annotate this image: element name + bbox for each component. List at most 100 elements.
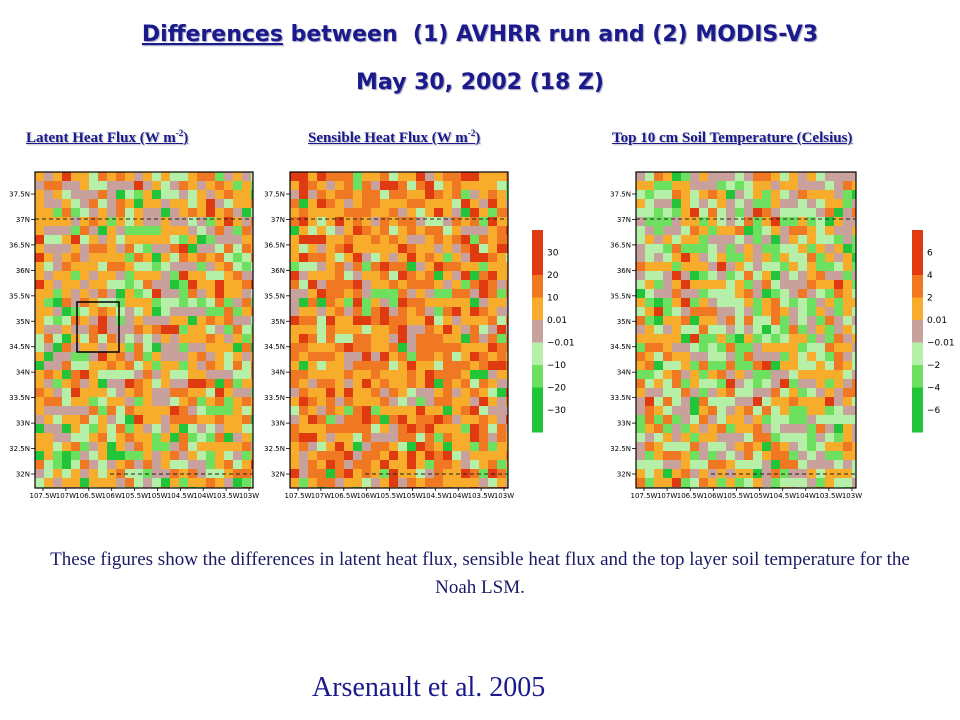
heatmap-cell <box>717 415 726 424</box>
heatmap-cell <box>290 208 299 217</box>
heatmap-cell <box>89 244 98 253</box>
heatmap-panel-3: 37.5N37N36.5N36N35.5N35N34.5N34N33.5N33N… <box>610 171 862 500</box>
heatmap-cell <box>753 190 762 199</box>
heatmap-cell <box>825 199 834 208</box>
heatmap-cell <box>161 190 170 199</box>
heatmap-cell <box>35 172 44 181</box>
heatmap-cell <box>371 190 380 199</box>
heatmap-cell <box>663 415 672 424</box>
heatmap-cell <box>290 190 299 199</box>
heatmap-cell <box>335 388 344 397</box>
heatmap-cell <box>389 478 398 487</box>
heatmap-cell <box>690 298 699 307</box>
y-tick-label: 32.5N <box>610 445 631 453</box>
heatmap-cell <box>443 208 452 217</box>
heatmap-cell <box>852 271 856 280</box>
heatmap-cell <box>299 415 308 424</box>
heatmap-cell <box>44 334 53 343</box>
heatmap-cell <box>389 217 398 226</box>
heatmap-cell <box>672 397 681 406</box>
heatmap-cell <box>53 172 62 181</box>
heatmap-cell <box>179 478 188 487</box>
heatmap-cell <box>125 262 134 271</box>
heatmap-cell <box>362 316 371 325</box>
heatmap-cell <box>152 235 161 244</box>
heatmap-cell <box>672 406 681 415</box>
heatmap-cell <box>215 424 224 433</box>
heatmap-cell <box>672 460 681 469</box>
heatmap-cell <box>353 433 362 442</box>
heatmap-cell <box>215 406 224 415</box>
heatmap-cell <box>206 325 215 334</box>
heatmap-cell <box>416 289 425 298</box>
heatmap-cell <box>425 451 434 460</box>
heatmap-cell <box>89 370 98 379</box>
heatmap-cell <box>188 208 197 217</box>
heatmap-cell <box>443 289 452 298</box>
heatmap-cell <box>816 388 825 397</box>
heatmap-cell <box>290 199 299 208</box>
heatmap-cell <box>497 361 506 370</box>
heatmap-cell <box>663 451 672 460</box>
heatmap-cell <box>161 433 170 442</box>
heatmap-cell <box>317 343 326 352</box>
heatmap-cell <box>398 235 407 244</box>
heatmap-cell <box>479 460 488 469</box>
heatmap-cell <box>717 406 726 415</box>
heatmap-cell <box>161 172 170 181</box>
heatmap-cell <box>353 190 362 199</box>
heatmap-cell <box>672 478 681 487</box>
y-tick-label: 33.5N <box>264 394 285 402</box>
heatmap-cell <box>461 352 470 361</box>
heatmap-cell <box>197 451 206 460</box>
heatmap-cell <box>807 235 816 244</box>
heatmap-cell <box>470 181 479 190</box>
heatmap-cell <box>416 307 425 316</box>
heatmap-cell <box>636 325 645 334</box>
heatmap-cell <box>708 325 717 334</box>
heatmap-cell <box>762 334 771 343</box>
heatmap-cell <box>251 253 253 262</box>
heatmap-cell <box>290 433 299 442</box>
heatmap-cell <box>407 352 416 361</box>
heatmap-cell <box>717 307 726 316</box>
heatmap-cell <box>479 415 488 424</box>
heatmap-cell <box>242 262 251 271</box>
heatmap-cell <box>461 460 470 469</box>
heatmap-cell <box>771 244 780 253</box>
heatmap-cell <box>479 289 488 298</box>
heatmap-cell <box>636 280 645 289</box>
heatmap-cell <box>753 307 762 316</box>
heatmap-cell <box>215 433 224 442</box>
heatmap-cell <box>161 478 170 487</box>
heatmap-cell <box>506 190 508 199</box>
heatmap-cell <box>470 379 479 388</box>
heatmap-cell <box>834 208 843 217</box>
heatmap-cell <box>233 280 242 289</box>
heatmap-cell <box>753 424 762 433</box>
heatmap-cell <box>825 478 834 487</box>
heatmap-cell <box>62 226 71 235</box>
heatmap-cell <box>152 244 161 253</box>
heatmap-cell <box>143 442 152 451</box>
heatmap-cell <box>789 217 798 226</box>
heatmap-cell <box>62 244 71 253</box>
heatmap-cell <box>708 442 717 451</box>
heatmap-cell <box>215 289 224 298</box>
plot-frame <box>289 171 509 489</box>
heatmap-cell <box>663 244 672 253</box>
heatmap-cell <box>197 289 206 298</box>
heatmap-cell <box>726 379 735 388</box>
heatmap-cell <box>308 325 317 334</box>
heatmap-cell <box>299 478 308 487</box>
heatmap-cell <box>663 262 672 271</box>
heatmap-cell <box>461 406 470 415</box>
heatmap-cell <box>398 226 407 235</box>
heatmap-cell <box>326 325 335 334</box>
heatmap-cell <box>852 334 856 343</box>
heatmap-cell <box>371 199 380 208</box>
heatmap-cell <box>290 469 299 478</box>
heatmap-cell <box>326 352 335 361</box>
heatmap-cell <box>371 217 380 226</box>
heatmap-cell <box>317 307 326 316</box>
